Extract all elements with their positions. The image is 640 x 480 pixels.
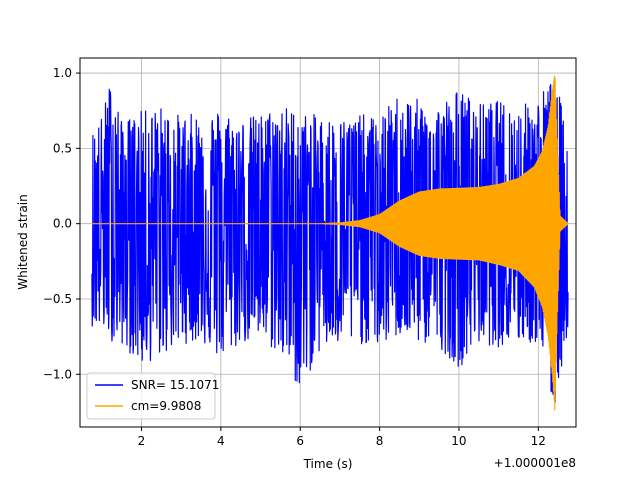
series-line-0 <box>91 77 569 403</box>
x-tick-label: 4 <box>217 434 225 448</box>
y-axis-label: Whitened strain <box>16 194 30 290</box>
series-layer <box>91 75 569 411</box>
y-axis: −1.0 −0.5 0.0 0.5 1.0 <box>43 66 80 381</box>
x-axis: 2 4 6 8 10 12 <box>138 427 546 448</box>
x-axis-offset-label: +1.000001e8 <box>494 456 576 470</box>
legend-label-cm: cm=9.9808 <box>131 399 201 413</box>
x-tick-label: 8 <box>376 434 384 448</box>
legend: SNR= 15.1071 cm=9.9808 <box>86 372 219 420</box>
legend-label-snr: SNR= 15.1071 <box>131 378 219 392</box>
x-tick-label: 6 <box>296 434 304 448</box>
x-tick-label: 10 <box>451 434 466 448</box>
series-line-1 <box>91 75 569 411</box>
x-tick-label: 2 <box>138 434 146 448</box>
x-tick-label: 12 <box>531 434 546 448</box>
y-tick-label: 0.5 <box>53 141 72 155</box>
plot-frame <box>79 57 577 428</box>
x-axis-label: Time (s) <box>303 457 353 471</box>
y-tick-label: −0.5 <box>43 292 72 306</box>
y-tick-label: 1.0 <box>53 66 72 80</box>
y-tick-label: 0.0 <box>53 217 72 231</box>
y-tick-label: −1.0 <box>43 367 72 381</box>
